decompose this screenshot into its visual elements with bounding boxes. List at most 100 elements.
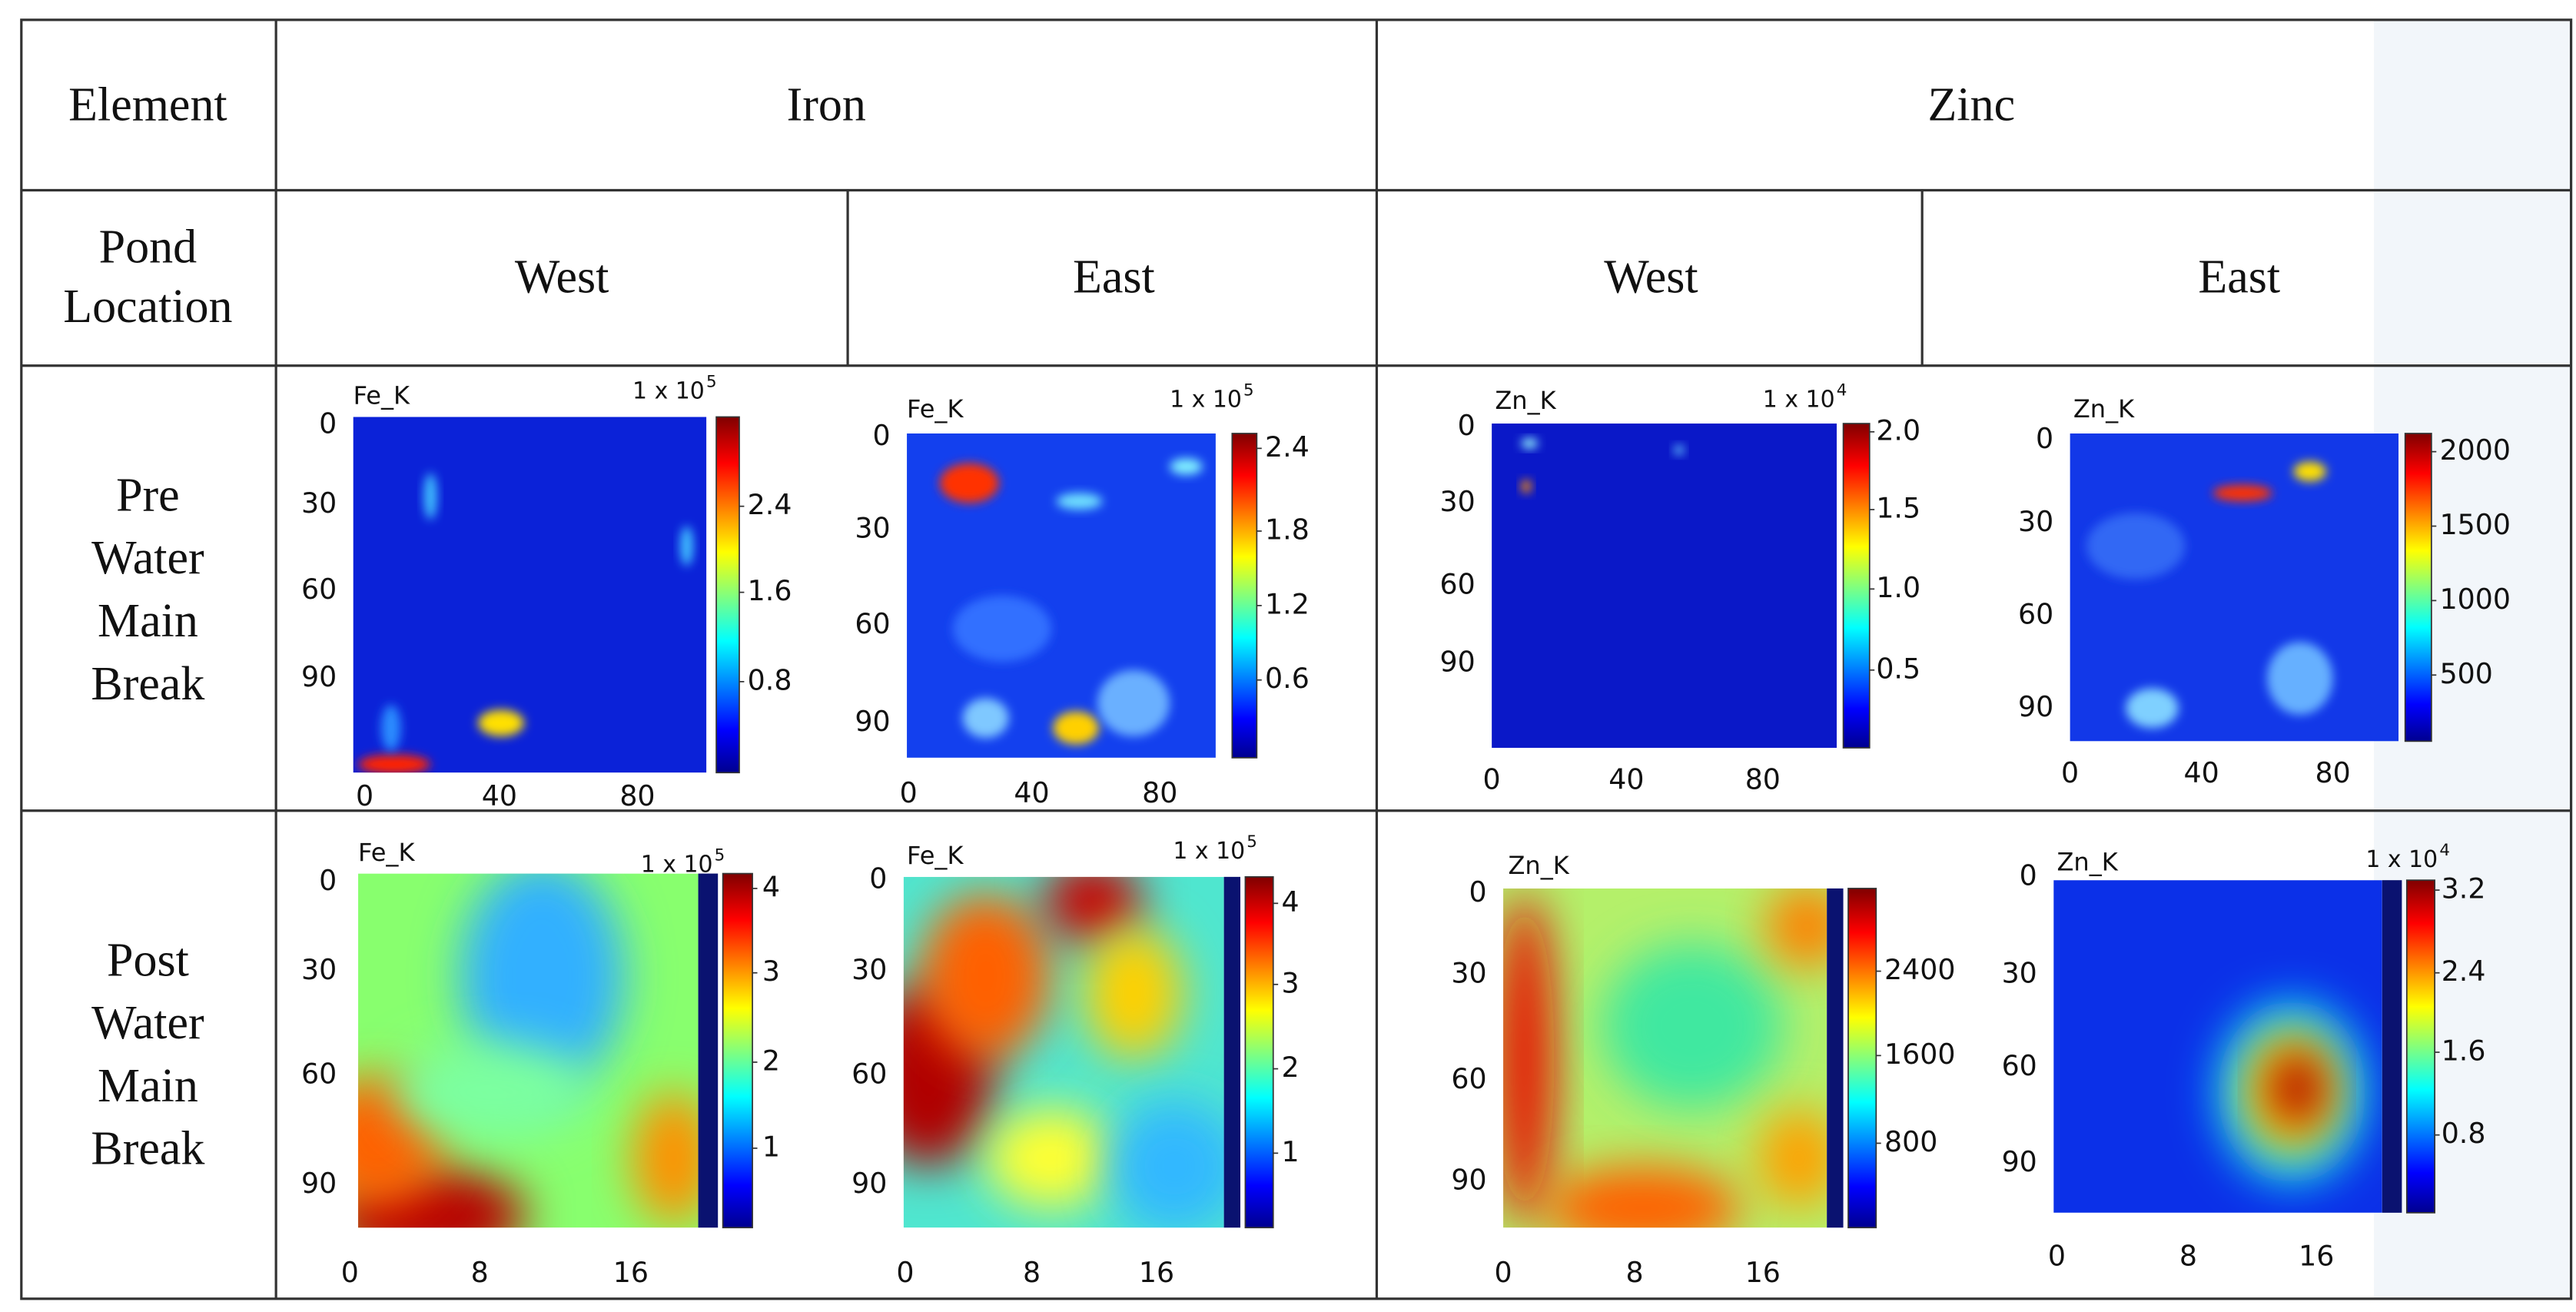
heatmap-background: [1492, 423, 1837, 748]
heatmap-blob: [2267, 1048, 2327, 1129]
y-tick-label: 0: [319, 864, 337, 897]
heatmap-blob: [1521, 480, 1532, 493]
multiplier: 1 x 10: [1763, 386, 1835, 413]
heatmap-blob: [1109, 1100, 1224, 1228]
colorbar-tick-label: 0.8: [748, 663, 792, 696]
header-cell: Zinc: [1928, 78, 2016, 131]
x-tick-label: 16: [2299, 1239, 2334, 1272]
heatmap-image: [907, 433, 1216, 758]
x-tick-label: 40: [1608, 762, 1644, 796]
heatmap-background: [2070, 433, 2399, 742]
y-tick-label: 60: [1439, 567, 1475, 600]
multiplier-exponent: 5: [706, 373, 717, 392]
y-tick-label: 90: [301, 1167, 337, 1200]
colorbar-tick-label: 3.2: [2442, 872, 2486, 905]
heatmap-blob: [920, 893, 1052, 1059]
colorbar-tick-label: 2: [762, 1044, 780, 1077]
heatmap-image: [358, 873, 699, 1228]
heatmap-image: [1492, 423, 1837, 748]
row-label: Break: [91, 658, 205, 710]
x-tick-label: 80: [619, 779, 655, 812]
y-tick-label: 60: [851, 1058, 887, 1091]
multiplier-exponent: 5: [715, 845, 725, 865]
x-tick-label: 40: [1014, 776, 1049, 809]
x-tick-label: 40: [2183, 756, 2219, 789]
x-tick-label: 0: [896, 1256, 914, 1289]
colorbar-tick-label: 1000: [2440, 583, 2511, 616]
map-panel: Fe_K 1 x 10 5 0 30 60 90 0 40 80 2.4 1.8 1.2 0.6: [855, 380, 1309, 809]
heatmap-blob: [2086, 513, 2186, 580]
panel-title: Zn_K: [2073, 394, 2135, 423]
heatmap-blob: [1084, 926, 1183, 1059]
header-cell: Pond: [99, 221, 197, 273]
x-tick-label: 16: [613, 1256, 649, 1289]
colorbar: [1244, 876, 1274, 1229]
heatmap-blob: [1170, 458, 1203, 475]
heatmap-blob: [394, 1042, 592, 1142]
colorbar: [2404, 433, 2432, 742]
panel-title: Fe_K: [907, 394, 964, 423]
x-tick-label: 8: [1023, 1256, 1041, 1289]
colorbar: [1231, 433, 1258, 759]
x-tick-label: 40: [482, 779, 517, 812]
row-label: Main: [98, 595, 198, 647]
y-tick-label: 30: [851, 953, 887, 986]
x-tick-label: 8: [471, 1256, 489, 1289]
heatmap-blob: [2126, 688, 2179, 729]
heatmap-blob: [423, 473, 437, 520]
multiplier: 1 x 10: [1173, 838, 1245, 865]
colorbar-tick-label: 2.4: [2442, 955, 2486, 988]
y-tick-label: 0: [319, 407, 337, 440]
colorbar-tick-label: 1.2: [1265, 587, 1310, 620]
header-cell: Element: [68, 78, 227, 131]
heatmap-blob: [1602, 942, 1783, 1109]
x-tick-label: 0: [356, 779, 373, 812]
colorbar: [715, 416, 740, 774]
heatmap-blob: [1053, 711, 1100, 745]
heatmap-blob: [460, 873, 625, 1092]
map-panel: Zn_K 1 x 10 4 0 30 60 90 0 8 16 3.2 2.4 1.6 0.8: [2002, 841, 2486, 1273]
colorbar-tick-label: 2.4: [1265, 430, 1310, 463]
panel-title: Zn_K: [1495, 386, 1556, 415]
x-tick-label: 0: [2048, 1239, 2066, 1272]
x-tick-label: 8: [2179, 1239, 2197, 1272]
colorbar-tick-label: 1.0: [1876, 571, 1920, 604]
colorbar-tick-label: 500: [2440, 657, 2493, 690]
colorbar-tick-label: 2: [1281, 1051, 1299, 1084]
y-tick-label: 90: [1451, 1163, 1486, 1196]
y-tick-label: 60: [1451, 1062, 1486, 1095]
panel-title: Zn_K: [2056, 848, 2118, 877]
heatmap-blob: [1674, 445, 1685, 455]
colorbar-tick-label: 3: [762, 955, 780, 988]
y-tick-label: 30: [1439, 485, 1475, 518]
header-cell: Location: [63, 281, 232, 333]
row-label: Main: [98, 1060, 198, 1112]
x-tick-label: 0: [341, 1256, 359, 1289]
x-tick-label: 0: [1494, 1256, 1512, 1289]
y-tick-label: 60: [855, 607, 890, 640]
heatmap-strip: [1223, 876, 1241, 1228]
map-panel: Fe_K 1 x 10 5 0 30 60 90 0 40 80 2.4 1.6 0.8: [301, 373, 792, 812]
y-tick-label: 90: [855, 705, 890, 738]
x-tick-label: 80: [1745, 762, 1781, 796]
y-tick-label: 90: [851, 1167, 887, 1200]
map-panel: Fe_K 1 x 10 5 0 30 60 90 0 8 16 4 3 2 1: [851, 832, 1299, 1289]
colorbar-tick-label: 1500: [2440, 508, 2511, 541]
colorbar-tick-label: 2.0: [1876, 414, 1920, 447]
row-label: Water: [91, 532, 204, 584]
y-tick-label: 30: [1451, 956, 1486, 989]
map-panel: Zn_K 0 30 60 90 0 8 16 2400 1600 800: [1451, 851, 1955, 1289]
row-label: Pre: [116, 469, 180, 521]
heatmap-image: [1503, 888, 1827, 1228]
colorbar-tick-label: 2000: [2440, 433, 2511, 467]
x-tick-label: 0: [2061, 756, 2079, 789]
heatmap-blob: [962, 698, 1009, 739]
heatmap-strip: [698, 873, 719, 1228]
map-panel: Fe_K 1 x 10 5 0 30 60 90 0 8 16 4 3 2 1: [301, 838, 780, 1289]
y-tick-label: 90: [301, 660, 337, 693]
y-tick-label: 90: [2018, 690, 2053, 723]
header-cell: West: [1604, 251, 1698, 303]
multiplier: 1 x 10: [641, 851, 713, 878]
heatmap-blob: [952, 595, 1052, 663]
